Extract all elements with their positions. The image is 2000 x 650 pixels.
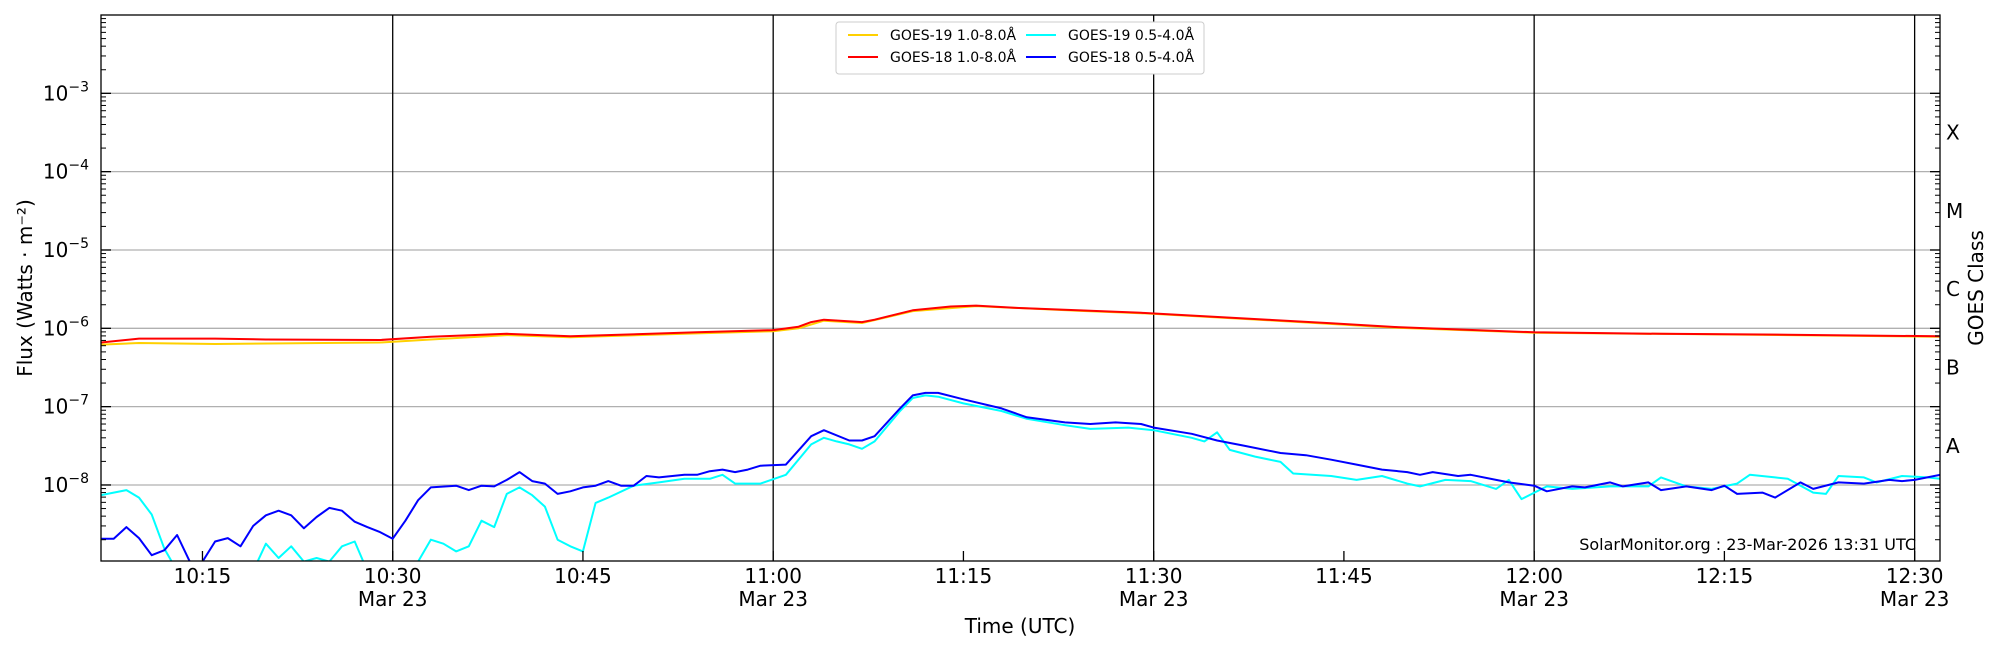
x-tick-label: 10:15 — [174, 564, 232, 588]
legend-label: GOES-18 0.5-4.0Å — [1068, 49, 1194, 66]
x-tick-date-label: Mar 23 — [738, 587, 808, 611]
x-tick-date-label: Mar 23 — [1499, 587, 1569, 611]
x-tick-label: 12:00 — [1505, 564, 1563, 588]
y-tick-label: 10−7 — [43, 393, 89, 419]
x-tick-date-label: Mar 23 — [1880, 587, 1950, 611]
y-tick-exponent: −8 — [68, 471, 89, 487]
axis-ticks — [101, 18, 1940, 561]
series-line-0 — [101, 305, 1940, 346]
x-tick-date-label: Mar 23 — [1119, 587, 1189, 611]
y-tick-label: 10−4 — [43, 158, 89, 184]
x-tick-label: 10:45 — [554, 564, 612, 588]
series-line-2 — [101, 394, 1940, 561]
series-lines — [101, 304, 1940, 561]
y-tick-base: 10 — [43, 238, 68, 262]
legend: GOES-19 1.0-8.0Å GOES-18 1.0-8.0Å GOES-19 … — [835, 21, 1205, 75]
legend-label: GOES-19 1.0-8.0Å — [890, 27, 1016, 44]
goes-class-labels: X M C B A — [1946, 121, 1963, 458]
goes-class-a: A — [1946, 434, 1960, 458]
x-axis-label: Time (UTC) — [964, 614, 1076, 638]
gridlines — [101, 92, 1940, 486]
x-tick-label: 12:30 — [1886, 564, 1944, 588]
goes-class-x: X — [1946, 121, 1960, 145]
series-line-3 — [101, 391, 1940, 561]
y-tick-base: 10 — [43, 81, 68, 105]
plot-frame — [100, 14, 1941, 562]
series-line-1 — [101, 304, 1940, 344]
y-tick-base: 10 — [43, 473, 68, 497]
legend-label: GOES-18 1.0-8.0Å — [890, 49, 1016, 66]
legend-label: GOES-19 0.5-4.0Å — [1068, 27, 1194, 44]
y2-axis-label: GOES Class — [1964, 230, 1988, 346]
y-tick-base: 10 — [43, 395, 68, 419]
legend-box — [835, 21, 1205, 75]
goes-class-b: B — [1946, 356, 1960, 380]
y-tick-exponent: −6 — [68, 314, 89, 330]
y-tick-base: 10 — [43, 160, 68, 184]
day-hour-lines — [392, 15, 1916, 561]
x-tick-date-label: Mar 23 — [358, 587, 428, 611]
y-axis-label: Flux (Watts · m⁻²) — [13, 199, 37, 377]
goes-class-m: M — [1946, 199, 1963, 223]
y-tick-exponent: −7 — [68, 393, 89, 409]
x-tick-label: 10:30 — [364, 564, 422, 588]
x-tick-label: 11:45 — [1315, 564, 1373, 588]
y-tick-label: 10−5 — [43, 236, 89, 262]
y-tick-label: 10−3 — [43, 79, 89, 105]
x-tick-label: 11:15 — [935, 564, 993, 588]
x-tick-label: 11:00 — [744, 564, 802, 588]
y-tick-base: 10 — [43, 316, 68, 340]
x-tick-label: 11:30 — [1125, 564, 1183, 588]
y-tick-exponent: −3 — [68, 79, 89, 95]
y-tick-label: 10−6 — [43, 314, 89, 340]
y-tick-exponent: −4 — [68, 158, 89, 174]
goes-class-c: C — [1946, 277, 1960, 301]
y-tick-exponent: −5 — [68, 236, 89, 252]
y-tick-labels: 10−310−410−510−610−710−8 — [43, 79, 89, 497]
x-tick-label: 12:15 — [1696, 564, 1754, 588]
source-annotation: SolarMonitor.org : 23-Mar-2026 13:31 UTC — [1579, 535, 1916, 554]
y-tick-label: 10−8 — [43, 471, 89, 497]
